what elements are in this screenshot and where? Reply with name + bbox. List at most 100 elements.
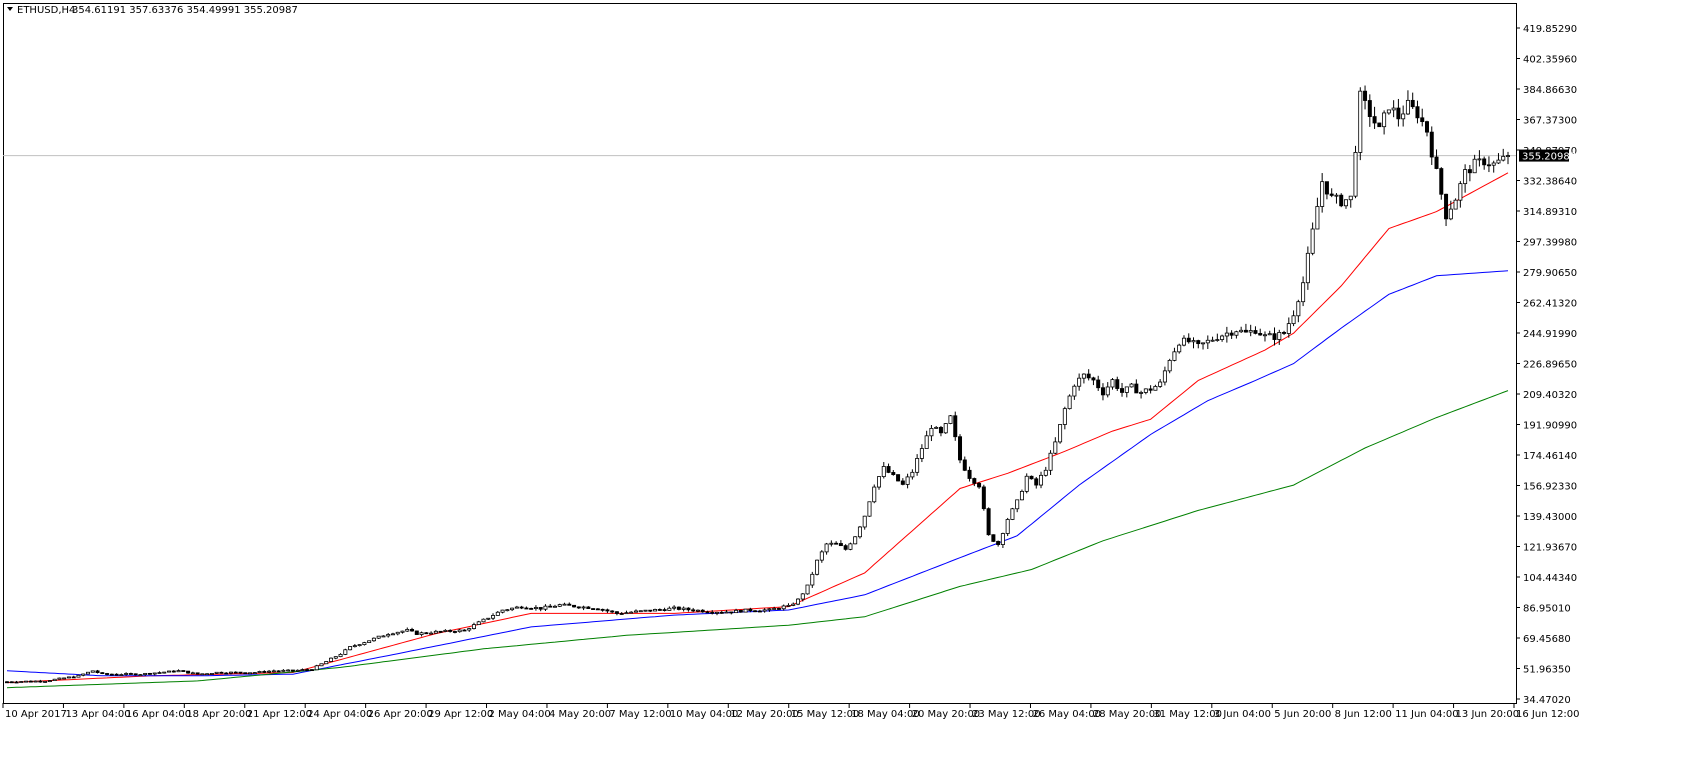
- candle: [271, 669, 276, 673]
- candle-body: [267, 670, 272, 673]
- candle-body: [748, 608, 753, 612]
- candle-body: [143, 672, 148, 675]
- candle: [462, 629, 467, 632]
- candle: [1029, 475, 1034, 480]
- candle: [205, 673, 210, 676]
- candle-body: [1243, 329, 1248, 333]
- x-tick-label: 31 May 12:00: [1153, 709, 1222, 720]
- candle-body: [376, 635, 381, 639]
- candle: [500, 609, 505, 614]
- triangle-down-icon: [7, 7, 13, 11]
- candle-body: [1239, 329, 1244, 333]
- candle-body: [896, 474, 901, 482]
- candle: [171, 670, 176, 673]
- candle: [1315, 197, 1320, 230]
- y-tick-label: 51.96350: [1523, 665, 1571, 676]
- candle: [1177, 343, 1182, 354]
- candle-body: [1039, 474, 1044, 486]
- candle: [1024, 473, 1029, 494]
- candle-body: [176, 670, 181, 673]
- y-tick-label: 314.89310: [1523, 207, 1577, 218]
- candle-body: [1420, 117, 1425, 123]
- y-tick-label: 279.90650: [1523, 268, 1577, 279]
- price-axis[interactable]: 419.85290402.35960384.86630367.37300349.…: [1516, 24, 1577, 706]
- candle-body: [1367, 100, 1372, 117]
- candle: [1329, 188, 1334, 198]
- candle: [1506, 151, 1511, 165]
- y-tick-label: 69.45680: [1523, 634, 1571, 645]
- candle: [724, 610, 729, 614]
- candle-body: [133, 673, 138, 676]
- candle-body: [1258, 333, 1263, 336]
- candle: [891, 470, 896, 476]
- candle: [915, 454, 920, 476]
- candle: [1386, 109, 1391, 115]
- candle-body: [262, 671, 267, 673]
- candle: [1482, 156, 1487, 170]
- candle-body: [1339, 194, 1344, 207]
- candle-body: [1434, 156, 1439, 169]
- candle: [243, 672, 248, 675]
- candle-body: [1482, 158, 1487, 166]
- candle: [591, 608, 596, 610]
- y-tick-label: 34.47020: [1523, 695, 1571, 706]
- x-tick-label: 21 Apr 12:00: [247, 709, 312, 720]
- candle: [19, 681, 24, 684]
- candle-body: [38, 680, 43, 683]
- candle: [138, 674, 143, 676]
- y-tick-label: 402.35960: [1523, 55, 1577, 66]
- candle: [867, 501, 872, 517]
- candle: [395, 631, 400, 636]
- candle: [576, 606, 581, 610]
- candle: [9, 681, 14, 684]
- candle-body: [1181, 337, 1186, 346]
- candle: [1077, 373, 1082, 391]
- candle-body: [700, 609, 705, 613]
- candle-body: [800, 593, 805, 600]
- candle-body: [1506, 155, 1511, 157]
- x-tick-label: 4 May 20:00: [549, 709, 611, 720]
- candle: [1444, 193, 1449, 227]
- candle: [1396, 98, 1401, 127]
- candle: [467, 627, 472, 632]
- candle: [1453, 198, 1458, 210]
- candle: [1377, 122, 1382, 128]
- candle: [557, 603, 562, 608]
- candle: [28, 680, 33, 683]
- candle: [371, 637, 376, 642]
- candle: [71, 675, 76, 679]
- candle: [548, 603, 553, 608]
- candle: [429, 631, 434, 635]
- candle-body: [147, 672, 152, 675]
- candle-body: [252, 672, 257, 674]
- candle-body: [810, 573, 815, 586]
- candle-body: [1158, 381, 1163, 387]
- candle-body: [1272, 333, 1277, 340]
- candle-body: [1110, 379, 1115, 388]
- candle-body: [905, 476, 910, 485]
- candle-body: [586, 606, 591, 609]
- candle-body: [991, 534, 996, 542]
- candle: [381, 635, 386, 638]
- candle-body: [390, 633, 395, 636]
- candle-body: [1077, 377, 1082, 387]
- candle: [1148, 385, 1153, 394]
- candle-body: [724, 611, 729, 614]
- candle: [1248, 324, 1253, 337]
- candle: [290, 669, 295, 673]
- candle: [95, 669, 100, 674]
- candle-body: [1282, 332, 1287, 334]
- candle: [1172, 347, 1177, 362]
- y-tick-label: 262.41320: [1523, 299, 1577, 310]
- candle: [267, 669, 272, 674]
- candle-body: [1301, 282, 1306, 303]
- candle: [924, 430, 929, 449]
- candle-body: [552, 605, 557, 608]
- candle: [800, 593, 805, 602]
- candle: [1358, 87, 1363, 161]
- candle: [1210, 336, 1215, 342]
- candlesticks: [5, 85, 1511, 684]
